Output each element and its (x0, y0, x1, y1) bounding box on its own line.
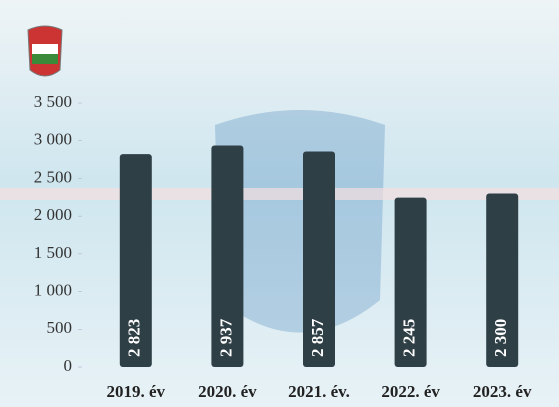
bar (119, 154, 152, 367)
y-tick-label: 0 (64, 356, 73, 375)
bar (303, 151, 335, 367)
logo (27, 25, 63, 77)
value-label: 2 300 (491, 319, 510, 357)
bar (211, 145, 244, 367)
y-tick-label: 1 000 (34, 280, 72, 299)
x-tick-label: 2022. év (381, 382, 440, 401)
y-tick-label: 3 500 (34, 92, 72, 111)
bar (394, 197, 427, 367)
value-label: 2 937 (216, 318, 235, 357)
x-tick-label: 2019. év (107, 382, 166, 401)
value-label: 2 245 (400, 319, 419, 357)
y-tick-label: 3 000 (34, 130, 72, 149)
y-tick-label: 2 500 (34, 167, 72, 186)
value-label: 2 823 (125, 319, 144, 357)
watermark-badge (215, 110, 385, 333)
value-label: 2 857 (308, 318, 327, 357)
x-tick-label: 2020. év (198, 382, 257, 401)
x-tick-label: 2023. év (473, 382, 532, 401)
x-tick-label: 2021. év. (288, 382, 350, 401)
bar (486, 193, 519, 367)
y-tick-label: 2 000 (34, 205, 72, 224)
y-tick-label: 1 500 (34, 243, 72, 262)
glare (0, 188, 559, 200)
y-tick-label: 500 (47, 318, 73, 337)
